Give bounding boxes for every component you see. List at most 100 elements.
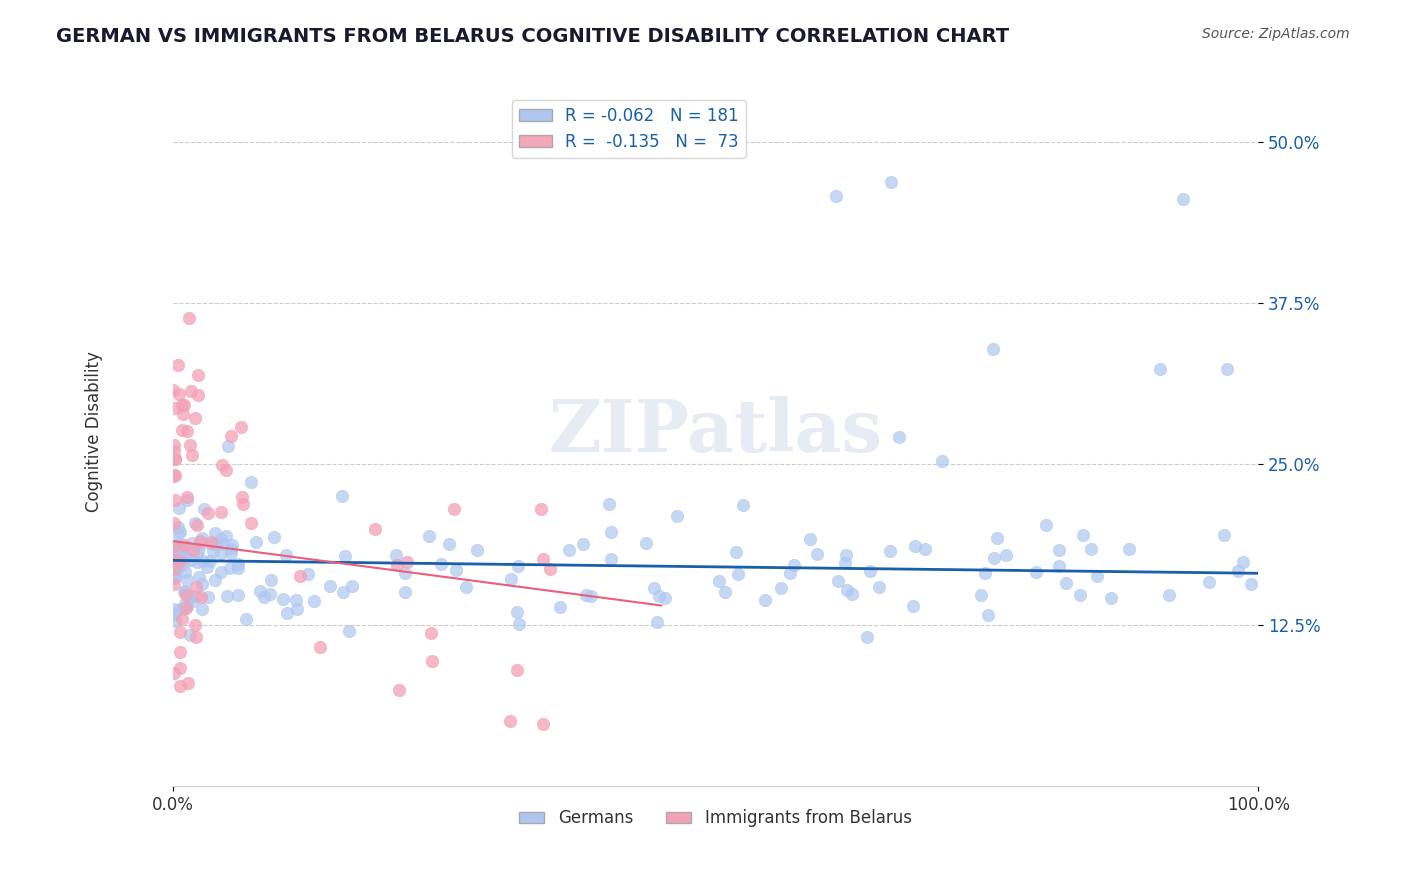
Point [191,532,214,546]
Point [654,591,676,606]
Point [173,538,195,552]
Point [209,532,232,546]
Point [174,597,197,611]
Point [163,614,186,628]
Point [184,618,207,632]
Text: ZIPatlas: ZIPatlas [548,396,883,467]
Point [197,506,219,520]
Point [868,580,890,594]
Text: Source: ZipAtlas.com: Source: ZipAtlas.com [1202,27,1350,41]
Point [191,602,214,616]
Point [167,501,190,516]
Point [165,541,187,556]
Point [215,463,238,477]
Point [177,310,200,325]
Point [581,589,603,603]
Point [177,588,200,602]
Point [163,549,186,563]
Point [467,542,489,557]
Point [197,590,219,604]
Point [173,550,195,565]
Point [211,458,233,472]
Point [1025,565,1047,579]
Point [219,561,242,575]
Point [188,534,211,549]
Point [1171,192,1194,206]
Point [169,524,191,539]
Point [337,624,360,638]
Point [179,437,201,451]
Point [173,585,195,599]
Point [332,585,354,599]
Point [575,588,598,602]
Point [176,599,198,614]
Point [841,586,863,600]
Point [184,580,207,594]
Point [285,593,308,607]
Point [558,543,581,558]
Point [166,562,188,576]
Point [187,388,209,402]
Point [167,520,190,534]
Point [163,516,186,531]
Point [204,574,226,588]
Point [302,593,325,607]
Point [600,552,623,566]
Point [271,591,294,606]
Point [880,175,903,189]
Point [169,551,191,566]
Point [648,589,671,603]
Point [169,602,191,616]
Point [176,493,198,508]
Point [209,546,232,560]
Point [1157,588,1180,602]
Point [172,612,194,626]
Point [184,631,207,645]
Point [335,549,357,564]
Point [974,566,997,580]
Point [506,663,529,677]
Point [231,491,253,505]
Point [163,577,186,591]
Point [172,558,194,572]
Point [1232,555,1254,569]
Point [163,492,186,507]
Point [986,531,1008,545]
Point [214,529,236,543]
Point [508,558,530,573]
Point [163,539,186,553]
Text: GERMAN VS IMMIGRANTS FROM BELARUS COGNITIVE DISABILITY CORRELATION CHART: GERMAN VS IMMIGRANTS FROM BELARUS COGNIT… [56,27,1010,45]
Point [319,579,342,593]
Point [666,509,689,524]
Point [499,714,522,728]
Point [181,543,204,558]
Point [174,588,197,602]
Point [904,539,927,553]
Point [162,384,184,398]
Point [217,439,239,453]
Point [263,530,285,544]
Point [177,591,200,605]
Point [733,498,755,512]
Point [779,566,801,581]
Point [914,541,936,556]
Point [429,558,451,572]
Point [169,645,191,659]
Point [364,522,387,536]
Point [297,566,319,581]
Point [727,567,749,582]
Point [172,408,194,422]
Point [174,549,197,564]
Point [388,683,411,698]
Point [420,625,443,640]
Point [713,585,735,599]
Point [179,627,201,641]
Point [572,537,595,551]
Point [856,630,879,644]
Point [169,661,191,675]
Point [200,535,222,549]
Point [169,554,191,568]
Point [598,497,620,511]
Point [173,398,195,412]
Point [1047,558,1070,573]
